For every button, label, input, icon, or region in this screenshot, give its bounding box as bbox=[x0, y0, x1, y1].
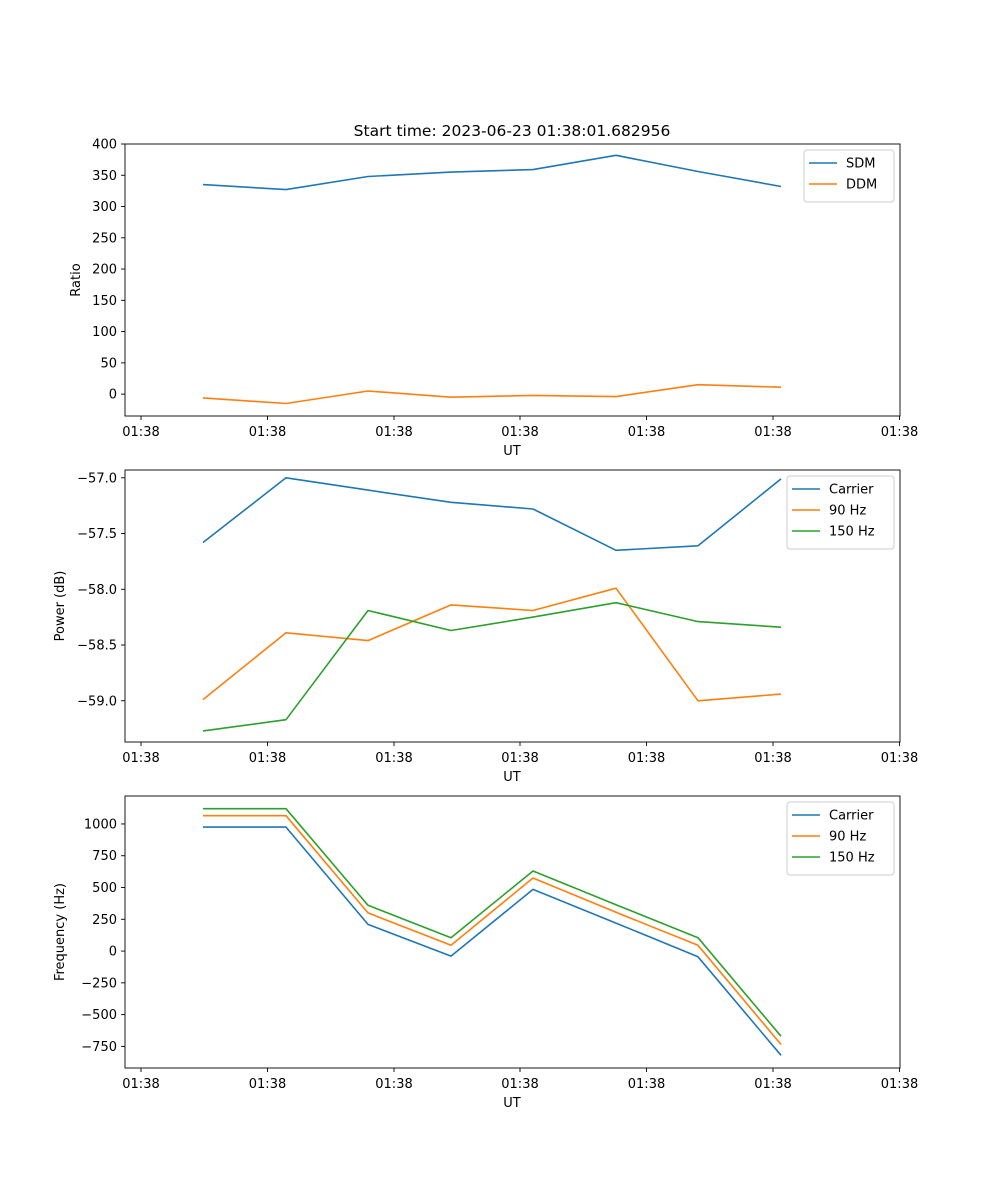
x-tick-label: 01:38 bbox=[501, 1077, 538, 1092]
series-line-90-hz bbox=[202, 587, 782, 702]
x-tick-label: 01:38 bbox=[122, 1077, 159, 1092]
y-tick-label: −57.0 bbox=[77, 471, 117, 486]
legend: SDM DDM bbox=[803, 149, 895, 203]
y-tick-label: −58.0 bbox=[77, 583, 117, 598]
y-tick-label: 150 bbox=[92, 294, 117, 309]
x-tick-label: 01:38 bbox=[754, 751, 791, 766]
x-tick-label: 01:38 bbox=[375, 425, 412, 440]
x-tick-label: 01:38 bbox=[249, 751, 286, 766]
x-tick-label: 01:38 bbox=[628, 751, 665, 766]
y-tick-label: 250 bbox=[92, 231, 117, 246]
y-tick-label: 500 bbox=[92, 881, 117, 896]
axes-frame bbox=[124, 795, 901, 1069]
y-tick-label: 1000 bbox=[84, 817, 117, 832]
axes-frame bbox=[124, 469, 901, 743]
x-tick-label: 01:38 bbox=[122, 425, 159, 440]
x-tick-label: 01:38 bbox=[881, 425, 918, 440]
x-tick-label: 01:38 bbox=[249, 425, 286, 440]
legend-label: 150 Hz bbox=[829, 851, 875, 866]
y-tick-label: 300 bbox=[92, 200, 117, 215]
y-tick-label: −58.5 bbox=[77, 639, 117, 654]
legend: Carrier 90 Hz 150 Hz bbox=[786, 801, 895, 876]
y-tick-label: 750 bbox=[92, 849, 117, 864]
x-tick-label: 01:38 bbox=[881, 751, 918, 766]
x-tick-label: 01:38 bbox=[881, 1077, 918, 1092]
x-tick-label: 01:38 bbox=[375, 1077, 412, 1092]
x-tick-label: 01:38 bbox=[628, 1077, 665, 1092]
y-tick-label: −250 bbox=[81, 976, 117, 991]
legend-label: 90 Hz bbox=[829, 830, 866, 845]
y-axis-label: Ratio bbox=[69, 263, 84, 296]
y-tick-label: 350 bbox=[92, 169, 117, 184]
y-axis-label: Power (dB) bbox=[53, 571, 68, 642]
legend-label: DDM bbox=[846, 178, 877, 193]
x-tick-label: 01:38 bbox=[501, 425, 538, 440]
series-line-90-hz bbox=[203, 814, 782, 1046]
series-line-ddm bbox=[202, 383, 782, 405]
y-tick-label: 0 bbox=[109, 388, 117, 403]
axes-frame bbox=[124, 143, 901, 417]
y-tick-label: 0 bbox=[109, 945, 117, 960]
series-line-carrier bbox=[203, 826, 782, 1056]
legend-label: 150 Hz bbox=[829, 525, 875, 540]
y-tick-label: −500 bbox=[81, 1008, 117, 1023]
figure-title: Start time: 2023-06-23 01:38:01.682956 bbox=[354, 122, 671, 140]
legend: Carrier 90 Hz 150 Hz bbox=[786, 475, 895, 550]
x-tick-label: 01:38 bbox=[501, 751, 538, 766]
y-tick-label: −57.5 bbox=[77, 527, 117, 542]
panel-1: 01:38 01:38 01:38 01:38 01:38 01:38 01:38 0 50 10… bbox=[69, 138, 918, 460]
y-axis-label: Frequency (Hz) bbox=[53, 883, 68, 981]
legend-label: SDM bbox=[846, 157, 875, 172]
x-axis-label: UT bbox=[503, 1096, 521, 1111]
x-tick-label: 01:38 bbox=[628, 425, 665, 440]
legend-label: Carrier bbox=[829, 809, 874, 824]
y-tick-label: −750 bbox=[81, 1040, 117, 1055]
panel-3: 01:38 01:38 01:38 01:38 01:38 01:38 01:38 −750 −… bbox=[53, 795, 918, 1111]
series-line-150-hz bbox=[203, 807, 782, 1037]
x-tick-label: 01:38 bbox=[754, 425, 791, 440]
x-axis-label: UT bbox=[503, 770, 521, 785]
x-tick-label: 01:38 bbox=[249, 1077, 286, 1092]
y-tick-label: 100 bbox=[92, 325, 117, 340]
x-tick-label: 01:38 bbox=[375, 751, 412, 766]
series-line-150-hz bbox=[202, 601, 782, 732]
legend-label: 90 Hz bbox=[829, 504, 866, 519]
y-tick-label: 250 bbox=[92, 913, 117, 928]
y-tick-label: 400 bbox=[92, 138, 117, 153]
x-tick-label: 01:38 bbox=[122, 751, 159, 766]
panel-2: 01:38 01:38 01:38 01:38 01:38 01:38 01:38 −59.0… bbox=[53, 469, 918, 785]
series-line-carrier bbox=[202, 476, 782, 552]
y-tick-label: −59.0 bbox=[77, 694, 117, 709]
y-tick-label: 50 bbox=[100, 356, 117, 371]
x-tick-label: 01:38 bbox=[754, 1077, 791, 1092]
x-axis-label: UT bbox=[503, 444, 521, 459]
y-tick-label: 200 bbox=[92, 263, 117, 278]
legend-label: Carrier bbox=[829, 483, 874, 498]
series-line-sdm bbox=[202, 154, 782, 191]
